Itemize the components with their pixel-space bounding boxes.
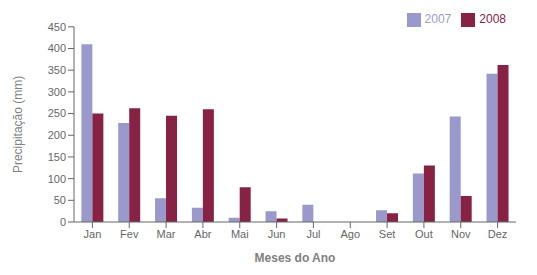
svg-text:450: 450 bbox=[48, 21, 66, 33]
svg-text:400: 400 bbox=[48, 42, 66, 54]
html-text:2008: 2008 bbox=[479, 12, 506, 26]
svg-text:200: 200 bbox=[48, 129, 66, 141]
svg-text:Dez: Dez bbox=[488, 228, 508, 240]
svg-text:Nov: Nov bbox=[451, 228, 471, 240]
svg-text:Out: Out bbox=[415, 228, 433, 240]
svg-text:50: 50 bbox=[54, 194, 66, 206]
svg-text:Mar: Mar bbox=[157, 228, 176, 240]
svg-text:250: 250 bbox=[48, 107, 66, 119]
svg-text:Mai: Mai bbox=[231, 228, 249, 240]
svg-text:150: 150 bbox=[48, 151, 66, 163]
svg-text:100: 100 bbox=[48, 173, 66, 185]
svg-text:Precipitação (mm): Precipitação (mm) bbox=[11, 76, 25, 173]
svg-text:Ago: Ago bbox=[340, 228, 360, 240]
html-text:2007: 2007 bbox=[424, 12, 452, 26]
svg-text:Jul: Jul bbox=[306, 228, 320, 240]
svg-text:Abr: Abr bbox=[194, 228, 211, 240]
svg-text:Set: Set bbox=[379, 228, 396, 240]
svg-text:Meses do Ano: Meses do Ano bbox=[255, 251, 336, 265]
svg-text:Jun: Jun bbox=[268, 228, 286, 240]
svg-text:350: 350 bbox=[48, 64, 66, 76]
svg-text:Jan: Jan bbox=[84, 228, 102, 240]
svg-text:0: 0 bbox=[60, 216, 66, 228]
svg-text:Fev: Fev bbox=[120, 228, 139, 240]
svg-text:300: 300 bbox=[48, 86, 66, 98]
